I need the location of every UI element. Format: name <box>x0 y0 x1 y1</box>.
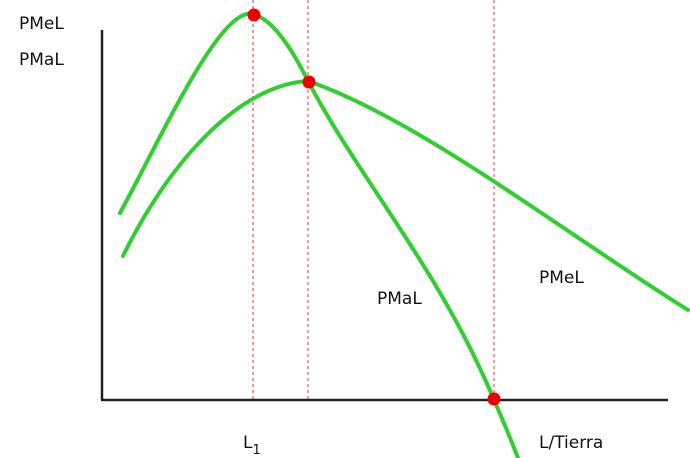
pmal-zero-crossing-point <box>487 392 501 406</box>
pmal-pmel-intersection-point <box>302 75 316 89</box>
pmal-curve <box>118 11 520 458</box>
l1-label: L1 <box>243 433 261 458</box>
l1-label-subscript: 1 <box>252 443 260 458</box>
y-axis-label-pmal: PMaL <box>19 50 64 70</box>
pmal-maximum-point <box>247 8 261 22</box>
l1-label-main: L <box>243 433 253 453</box>
y-axis-label-pmel: PMeL <box>19 14 64 34</box>
pmel-curve <box>121 78 690 312</box>
x-axis-label: L/Tierra <box>539 433 603 453</box>
pmal-curve-label: PMaL <box>377 289 422 309</box>
pmel-curve-label: PMeL <box>539 268 584 288</box>
